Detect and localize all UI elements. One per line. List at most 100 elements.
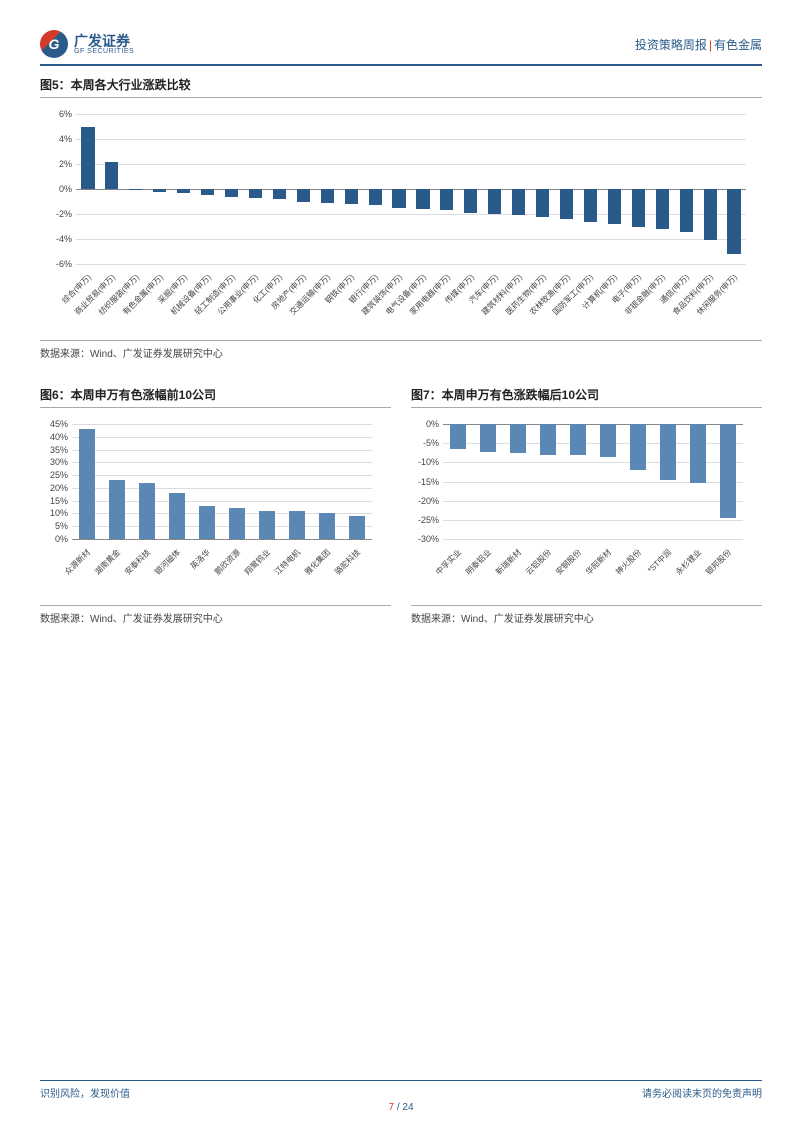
chart-bar xyxy=(704,189,717,240)
chart-bar xyxy=(630,424,647,470)
y-axis-label: -25% xyxy=(411,515,439,525)
x-axis-label: 骆驼科技 xyxy=(332,547,362,577)
x-axis-label: 翔鹭钨业 xyxy=(242,547,272,577)
x-axis-label: 云铝股份 xyxy=(523,547,553,577)
chart-bar xyxy=(289,511,306,539)
y-axis-label: -5% xyxy=(411,438,439,448)
y-axis-label: 20% xyxy=(40,483,68,493)
y-axis-label: 25% xyxy=(40,470,68,480)
header-right: 投资策略周报|有色金属 xyxy=(635,36,762,53)
logo-cn: 广发证券 xyxy=(74,34,134,48)
y-axis-label: 35% xyxy=(40,445,68,455)
y-axis-label: 0% xyxy=(40,184,72,194)
chart-bar xyxy=(249,189,262,198)
chart5: 6%4%2%0%-2%-4%-6%综合(申万)商业贸易(申万)纺织服装(申万)有… xyxy=(40,106,762,336)
header-right-2: 有色金属 xyxy=(714,38,762,52)
chart-bar xyxy=(169,493,186,539)
chart5-title-underline xyxy=(40,97,762,98)
x-axis-label: 神火股份 xyxy=(613,547,643,577)
footer-right: 请务必阅读末页的免责声明 xyxy=(642,1085,762,1100)
gridline xyxy=(72,450,372,451)
y-axis-label: -15% xyxy=(411,477,439,487)
chart-bar xyxy=(570,424,587,455)
logo-en: GF SECURITIES xyxy=(74,48,134,55)
baseline xyxy=(72,539,372,540)
page-header: G 广发证券 GF SECURITIES 投资策略周报|有色金属 xyxy=(40,30,762,66)
chart-bar xyxy=(225,189,238,197)
chart-bar xyxy=(536,189,549,217)
gridline xyxy=(76,239,746,240)
chart-bar xyxy=(512,189,525,215)
y-axis-label: 5% xyxy=(40,521,68,531)
x-axis-label: 银邦股份 xyxy=(703,547,733,577)
gridline xyxy=(76,164,746,165)
header-right-1: 投资策略周报 xyxy=(635,38,707,52)
y-axis-label: -20% xyxy=(411,496,439,506)
page-footer: 识别风险，发现价值 请务必阅读末页的免责声明 7 / 24 xyxy=(40,1080,762,1113)
chart-bar xyxy=(488,189,501,214)
chart-bar xyxy=(600,424,617,457)
y-axis-label: 45% xyxy=(40,419,68,429)
chart-bar xyxy=(139,483,156,539)
chart-bar xyxy=(319,513,336,539)
chart-bar xyxy=(177,189,190,193)
chart-bar xyxy=(345,189,358,204)
x-axis-label: 明泰铝业 xyxy=(463,547,493,577)
x-axis-label: 新瑞新材 xyxy=(493,547,523,577)
footer-line xyxy=(40,1080,762,1081)
gridline xyxy=(443,539,743,540)
y-axis-label: -30% xyxy=(411,534,439,544)
y-axis-label: 0% xyxy=(411,419,439,429)
charts-row: 图6：本周申万有色涨幅前10公司 45%40%35%30%25%20%15%10… xyxy=(40,378,762,625)
x-axis-label: 安钢股份 xyxy=(553,547,583,577)
x-axis-label: 众源新材 xyxy=(62,547,92,577)
gridline xyxy=(76,139,746,140)
gridline xyxy=(76,114,746,115)
chart-bar xyxy=(680,189,693,232)
logo-icon: G xyxy=(40,30,68,58)
gridline xyxy=(443,501,743,502)
chart-bar xyxy=(656,189,669,229)
x-axis-label: 华阳新材 xyxy=(583,547,613,577)
chart-bar xyxy=(369,189,382,205)
chart-bar xyxy=(229,508,246,539)
chart6-source: 数据来源：Wind、广发证券发展研究中心 xyxy=(40,605,391,625)
chart-bar xyxy=(109,480,126,539)
chart-bar xyxy=(720,424,737,518)
x-axis-label: 鹏欣资源 xyxy=(212,547,242,577)
chart-bar xyxy=(349,516,366,539)
chart6-title-underline xyxy=(40,407,391,408)
chart-bar xyxy=(480,424,497,452)
y-axis-label: 30% xyxy=(40,457,68,467)
y-axis-label: 15% xyxy=(40,496,68,506)
chart7-source: 数据来源：Wind、广发证券发展研究中心 xyxy=(411,605,762,625)
x-axis-label: 银河磁体 xyxy=(152,547,182,577)
gridline xyxy=(76,264,746,265)
logo: G 广发证券 GF SECURITIES xyxy=(40,30,134,58)
gridline xyxy=(72,437,372,438)
footer-row: 识别风险，发现价值 请务必阅读末页的免责声明 xyxy=(40,1085,762,1100)
chart-bar xyxy=(584,189,597,222)
y-axis-label: -2% xyxy=(40,209,72,219)
chart-bar xyxy=(440,189,453,210)
chart6-col: 图6：本周申万有色涨幅前10公司 45%40%35%30%25%20%15%10… xyxy=(40,378,391,625)
gridline xyxy=(76,214,746,215)
chart6: 45%40%35%30%25%20%15%10%5%0%众源新材湖南黄金安泰科技… xyxy=(40,416,391,601)
chart5-source: 数据来源：Wind、广发证券发展研究中心 xyxy=(40,340,762,360)
chart7: 0%-5%-10%-15%-20%-25%-30%中孚实业明泰铝业新瑞新材云铝股… xyxy=(411,416,762,601)
chart-bar xyxy=(129,189,142,190)
chart-bar xyxy=(79,429,96,539)
page: G 广发证券 GF SECURITIES 投资策略周报|有色金属 图5：本周各大… xyxy=(0,0,802,1133)
chart-bar xyxy=(690,424,707,483)
chart-bar xyxy=(632,189,645,227)
x-axis-label: 安泰科技 xyxy=(122,547,152,577)
chart5-title: 图5：本周各大行业涨跌比较 xyxy=(40,76,762,93)
chart7-title: 图7：本周申万有色涨跌幅后10公司 xyxy=(411,386,762,403)
x-axis-label: *ST中润 xyxy=(645,547,674,576)
y-axis-label: 4% xyxy=(40,134,72,144)
chart6-title: 图6：本周申万有色涨幅前10公司 xyxy=(40,386,391,403)
chart-bar xyxy=(81,127,94,190)
logo-text: 广发证券 GF SECURITIES xyxy=(74,34,134,55)
chart-bar xyxy=(321,189,334,203)
x-axis-label: 英洛华 xyxy=(188,547,213,572)
